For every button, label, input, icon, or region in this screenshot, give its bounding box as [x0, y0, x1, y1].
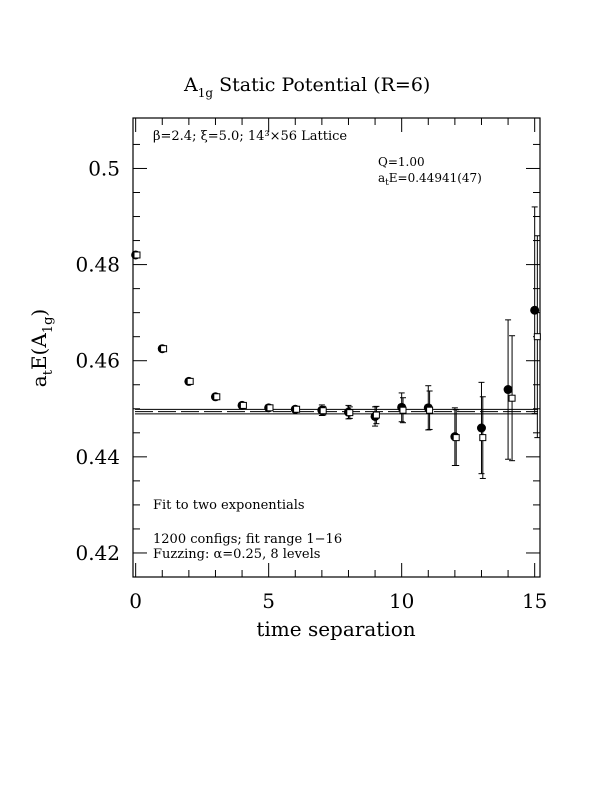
data-point-square [372, 411, 380, 419]
chart-title: A1g Static Potential (R=6) [183, 74, 430, 100]
data-point-square [399, 406, 407, 414]
data-point-square [186, 377, 194, 385]
y-axis-label: atE(A1g) [27, 309, 56, 387]
fit-band [135, 408, 538, 415]
lattice-annotation: β=2.4; ξ=5.0; 14³×56 Lattice [153, 129, 347, 144]
data-point-square [426, 406, 434, 414]
y-tick-label: 0.44 [75, 445, 120, 469]
data-point-square [213, 393, 221, 401]
x-tick-label: 15 [522, 589, 547, 613]
fuzzing-annotation: Fuzzing: α=0.25, 8 levels [153, 547, 320, 562]
data-point-circle [476, 423, 486, 433]
data-point-square [508, 394, 516, 402]
data-point-square [479, 434, 487, 442]
y-tick-label: 0.48 [75, 253, 120, 277]
x-axis-label: time separation [256, 617, 415, 641]
y-tick-label: 0.42 [75, 541, 120, 565]
x-tick-label: 5 [262, 589, 275, 613]
plot-frame [132, 117, 541, 578]
fit-type-annotation: Fit to two exponentials [153, 498, 305, 513]
y-tick-label: 0.46 [75, 349, 120, 373]
data-point-circle [503, 385, 513, 395]
data-point-square [452, 434, 460, 442]
q-annotation: Q=1.00 [378, 155, 425, 169]
data-point-square [346, 409, 354, 417]
x-tick-label: 10 [389, 589, 414, 613]
data-point-square [160, 345, 168, 353]
data-point-square [266, 404, 274, 412]
data-point-square [533, 333, 541, 341]
configs-annotation: 1200 configs; fit range 1−16 [153, 532, 342, 547]
y-tick-label: 0.5 [88, 156, 120, 180]
x-tick-label: 0 [129, 589, 142, 613]
data-point-square [239, 401, 247, 409]
data-points [131, 206, 541, 479]
energy-annotation: atE=0.44941(47) [378, 171, 482, 188]
axis-ticks: 0 5 10 15 0.42 0.44 0.46 0.48 0.5 [75, 118, 547, 613]
data-point-square [319, 407, 327, 415]
data-point-square [293, 405, 301, 413]
data-point-square [133, 251, 141, 259]
